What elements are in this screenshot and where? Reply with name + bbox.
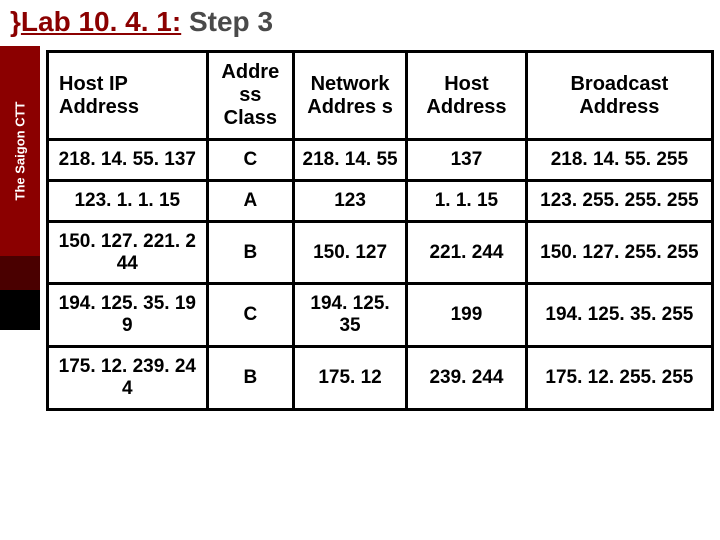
sidebar-spacer — [0, 330, 40, 538]
title-lab: Lab 10. 4. 1: — [21, 6, 181, 37]
cell-network: 123 — [294, 180, 407, 221]
cell-network: 175. 12 — [294, 347, 407, 410]
cell-class: B — [207, 221, 293, 284]
cell-class: A — [207, 180, 293, 221]
sidebar-label-box: The Saigon CTT — [0, 46, 40, 256]
cell-broadcast: 123. 255. 255. 255 — [526, 180, 712, 221]
cell-host: 137 — [407, 140, 527, 181]
cell-hostip: 218. 14. 55. 137 — [48, 140, 208, 181]
cell-hostip: 123. 1. 1. 15 — [48, 180, 208, 221]
cell-class: C — [207, 284, 293, 347]
title-bar: }Lab 10. 4. 1: Step 3 — [0, 0, 720, 46]
cell-broadcast: 194. 125. 35. 255 — [526, 284, 712, 347]
cell-class: C — [207, 140, 293, 181]
cell-broadcast: 150. 127. 255. 255 — [526, 221, 712, 284]
table-header-row: Host IP Address Addre ss Class Network A… — [48, 52, 713, 140]
ip-table: Host IP Address Addre ss Class Network A… — [46, 50, 714, 411]
header-network: Network Addres s — [294, 52, 407, 140]
title-brace: } — [10, 6, 21, 37]
cell-host: 1. 1. 15 — [407, 180, 527, 221]
table-row: 194. 125. 35. 19 9 C 194. 125. 35 199 19… — [48, 284, 713, 347]
cell-broadcast: 175. 12. 255. 255 — [526, 347, 712, 410]
table-row: 218. 14. 55. 137 C 218. 14. 55 137 218. … — [48, 140, 713, 181]
cell-hostip: 175. 12. 239. 24 4 — [48, 347, 208, 410]
cell-class: B — [207, 347, 293, 410]
sidebar-accent-dark — [0, 256, 40, 290]
header-broadcast: Broadcast Address — [526, 52, 712, 140]
cell-network: 150. 127 — [294, 221, 407, 284]
title-step: Step 3 — [181, 6, 273, 37]
table-wrap: Host IP Address Addre ss Class Network A… — [40, 46, 720, 538]
sidebar: The Saigon CTT — [0, 46, 40, 538]
cell-broadcast: 218. 14. 55. 255 — [526, 140, 712, 181]
sidebar-accent-black — [0, 290, 40, 330]
header-class: Addre ss Class — [207, 52, 293, 140]
cell-host: 239. 244 — [407, 347, 527, 410]
cell-network: 218. 14. 55 — [294, 140, 407, 181]
sidebar-label: The Saigon CTT — [13, 102, 28, 201]
table-row: 150. 127. 221. 2 44 B 150. 127 221. 244 … — [48, 221, 713, 284]
header-host: Host Address — [407, 52, 527, 140]
table-row: 175. 12. 239. 24 4 B 175. 12 239. 244 17… — [48, 347, 713, 410]
cell-host: 199 — [407, 284, 527, 347]
cell-host: 221. 244 — [407, 221, 527, 284]
content-area: The Saigon CTT Host IP Address Addre ss … — [0, 46, 720, 538]
page-title: }Lab 10. 4. 1: Step 3 — [10, 6, 710, 38]
table-body: 218. 14. 55. 137 C 218. 14. 55 137 218. … — [48, 140, 713, 410]
cell-hostip: 150. 127. 221. 2 44 — [48, 221, 208, 284]
cell-network: 194. 125. 35 — [294, 284, 407, 347]
header-hostip: Host IP Address — [48, 52, 208, 140]
cell-hostip: 194. 125. 35. 19 9 — [48, 284, 208, 347]
table-row: 123. 1. 1. 15 A 123 1. 1. 15 123. 255. 2… — [48, 180, 713, 221]
